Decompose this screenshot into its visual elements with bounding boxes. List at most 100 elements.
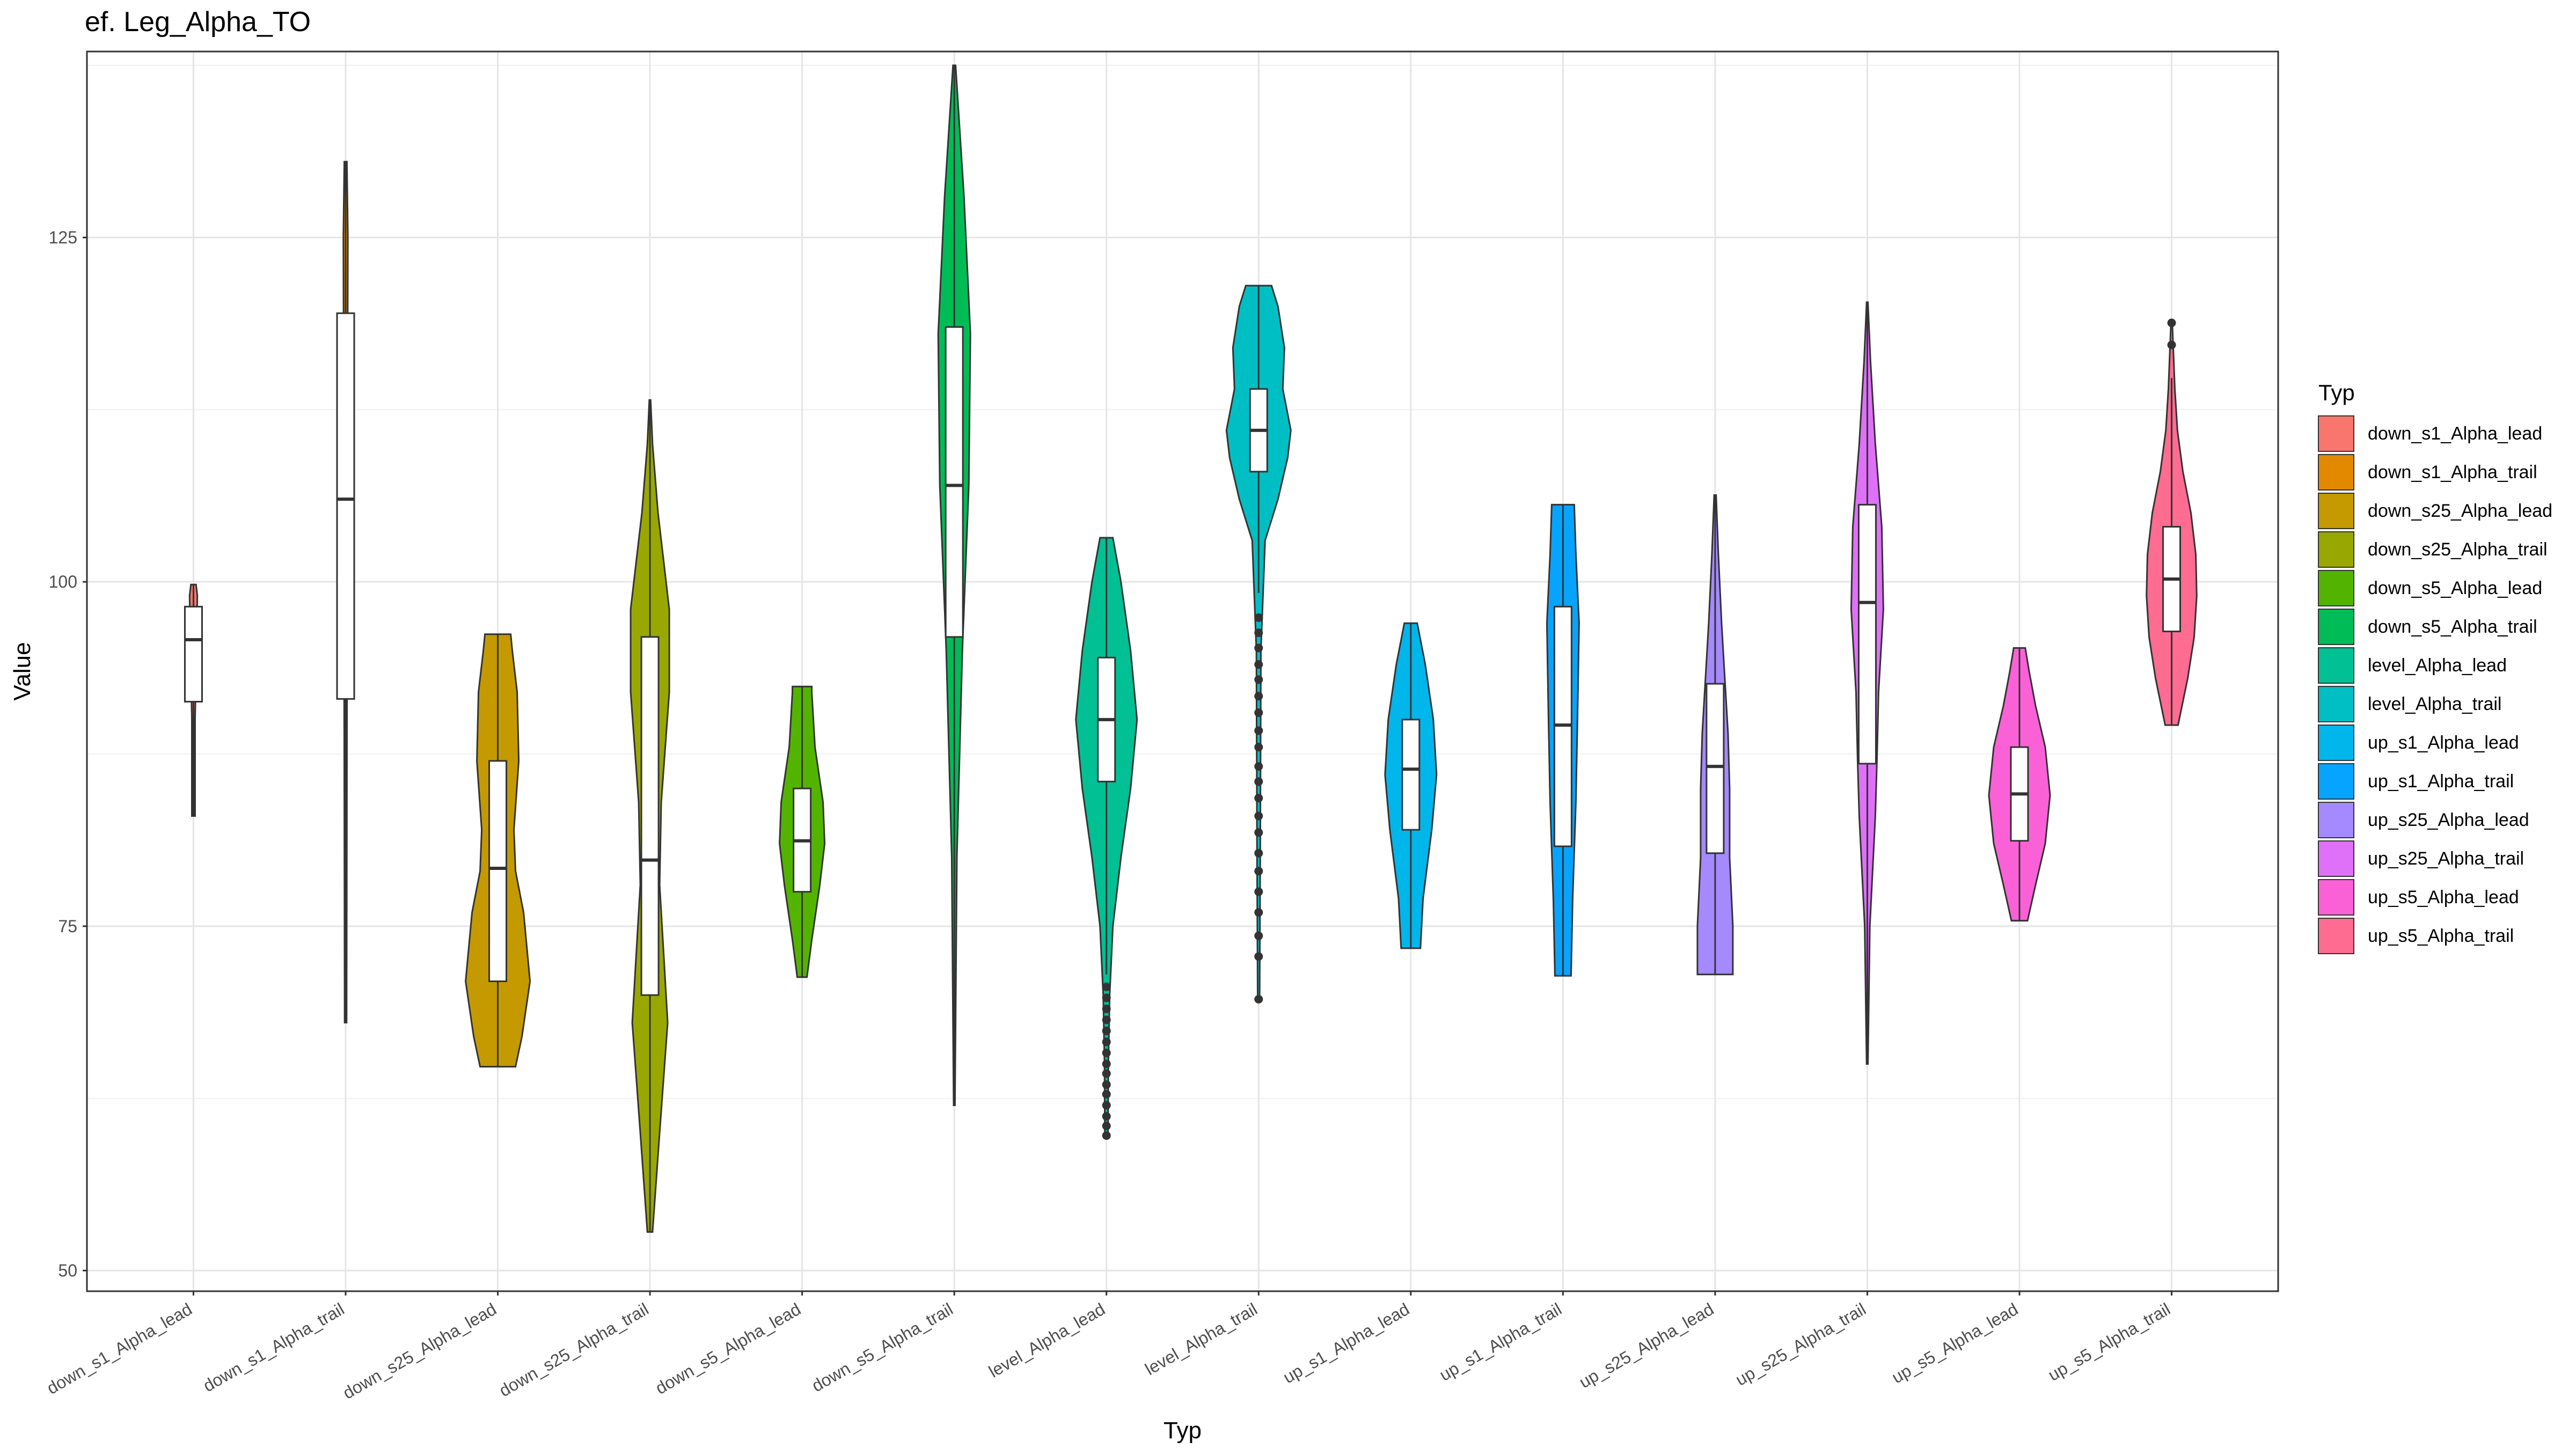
outlier-point: [1102, 1004, 1111, 1013]
legend-key-level_Alpha_trail: [2318, 686, 2354, 722]
legend-title: Typ: [2318, 380, 2355, 405]
outlier-point: [1254, 994, 1263, 1004]
outlier-point: [1102, 1112, 1111, 1121]
outlier-point: [1102, 1059, 1111, 1069]
box-up_s1_Alpha_lead: [1401, 719, 1421, 831]
legend-key-down_s1_Alpha_trail: [2318, 454, 2354, 491]
outlier-point: [1254, 811, 1263, 821]
outlier-point: [1102, 1089, 1111, 1099]
y-tick-label: 50: [58, 1261, 77, 1280]
chart-title: ef. Leg_Alpha_TO: [85, 6, 311, 38]
outlier-point: [1102, 1122, 1111, 1130]
legend-label: up_s25_Alpha_lead: [2368, 810, 2529, 830]
x-tick-label: down_s5_Alpha_trail: [808, 1299, 956, 1396]
legend-label: down_s1_Alpha_trail: [2368, 462, 2537, 482]
outlier-point: [1102, 1080, 1111, 1089]
outlier-point: [1254, 743, 1263, 752]
legend-key-level_Alpha_lead: [2318, 647, 2354, 684]
legend-key-up_s1_Alpha_trail: [2318, 763, 2354, 800]
outlier-point: [1254, 848, 1263, 858]
legend-label: down_s25_Alpha_lead: [2368, 501, 2552, 521]
legend-key-up_s5_Alpha_trail: [2318, 918, 2354, 954]
box-down_s5_Alpha_trail: [945, 326, 964, 638]
x-tick-label: level_Alpha_lead: [985, 1299, 1108, 1381]
plot-panel-background: [87, 52, 2278, 1291]
box-up_s25_Alpha_trail: [1857, 503, 1877, 765]
x-tick-label: up_s25_Alpha_trail: [1732, 1299, 1869, 1389]
outlier-point: [1102, 1069, 1111, 1078]
legend-label: up_s25_Alpha_trail: [2368, 848, 2524, 869]
violin-level_Alpha_trail: [1225, 284, 1292, 1000]
box-down_s1_Alpha_lead: [184, 605, 203, 702]
box-up_s25_Alpha_lead: [1706, 683, 1725, 854]
box-down_s25_Alpha_trail: [640, 636, 660, 996]
legend-label: down_s5_Alpha_lead: [2368, 578, 2542, 598]
legend-label: level_Alpha_lead: [2368, 655, 2507, 676]
outlier-point: [1102, 1131, 1111, 1140]
outlier-point: [1254, 887, 1263, 896]
legend-key-down_s25_Alpha_trail: [2318, 531, 2354, 568]
x-tick-label: level_Alpha_trail: [1141, 1299, 1260, 1379]
outlier-point: [1102, 1026, 1111, 1035]
x-tick-label: up_s1_Alpha_trail: [1436, 1299, 1565, 1385]
outlier-point: [1254, 643, 1263, 653]
legend-label: up_s1_Alpha_trail: [2368, 771, 2514, 792]
x-tick-label: down_s25_Alpha_trail: [496, 1299, 652, 1401]
legend-key-up_s25_Alpha_lead: [2318, 802, 2354, 838]
plot-panel-border: [86, 50, 2279, 1292]
outlier-point: [2167, 318, 2176, 327]
outlier-point: [1102, 1101, 1111, 1110]
legend-label: down_s25_Alpha_trail: [2368, 539, 2548, 560]
legend-key-down_s5_Alpha_trail: [2318, 609, 2354, 645]
outlier-point: [1102, 982, 1111, 991]
x-tick-label: down_s25_Alpha_lead: [340, 1299, 500, 1403]
outlier-point: [1102, 1015, 1111, 1024]
legend-label: up_s1_Alpha_lead: [2368, 733, 2519, 753]
x-tick-label: up_s1_Alpha_lead: [1280, 1299, 1413, 1387]
box-down_s25_Alpha_lead: [488, 760, 508, 983]
legend-key-up_s5_Alpha_lead: [2318, 879, 2354, 916]
x-tick-label: up_s25_Alpha_lead: [1576, 1299, 1717, 1392]
outlier-point: [1254, 613, 1263, 622]
outlier-point: [1254, 692, 1263, 701]
legend-key-down_s5_Alpha_lead: [2318, 570, 2354, 606]
legend-label: up_s5_Alpha_trail: [2368, 926, 2514, 946]
outlier-point: [1254, 794, 1263, 803]
outlier-point: [1254, 708, 1263, 717]
legend-key-down_s1_Alpha_lead: [2318, 415, 2354, 452]
y-tick-label: 100: [49, 572, 77, 591]
box-down_s1_Alpha_trail: [336, 312, 355, 700]
outlier-point: [1254, 931, 1263, 940]
legend-label: down_s1_Alpha_lead: [2368, 423, 2542, 444]
outlier-point: [1254, 908, 1263, 917]
outlier-point: [2167, 340, 2176, 349]
outlier-point: [1254, 828, 1263, 837]
outlier-point: [1254, 660, 1263, 669]
y-axis-title: Value: [9, 642, 35, 700]
outlier-point: [1254, 726, 1263, 735]
x-tick-label: down_s1_Alpha_lead: [43, 1299, 195, 1398]
outlier-point: [1102, 993, 1111, 1002]
y-tick-label: 75: [58, 917, 77, 936]
x-tick-label: down_s5_Alpha_lead: [652, 1299, 804, 1398]
outlier-point: [1102, 1048, 1111, 1057]
legend-label: down_s5_Alpha_trail: [2368, 617, 2537, 637]
outlier-point: [1254, 628, 1263, 638]
outlier-point: [1254, 762, 1263, 771]
legend-key-down_s25_Alpha_lead: [2318, 493, 2354, 529]
outlier-point: [1254, 777, 1263, 786]
legend-key-up_s25_Alpha_trail: [2318, 840, 2354, 877]
legend-key-up_s1_Alpha_lead: [2318, 724, 2354, 761]
x-axis-title: Typ: [1163, 1417, 1202, 1444]
x-tick-label: down_s1_Alpha_trail: [200, 1299, 347, 1396]
outlier-point: [1254, 867, 1263, 876]
legend-label: up_s5_Alpha_lead: [2368, 887, 2519, 908]
x-tick-label: up_s5_Alpha_lead: [1889, 1299, 2022, 1387]
x-tick-label: up_s5_Alpha_trail: [2045, 1299, 2174, 1385]
y-tick-label: 125: [49, 228, 77, 247]
legend-label: level_Alpha_trail: [2368, 694, 2502, 714]
outlier-point: [1254, 675, 1263, 684]
outlier-point: [1102, 1037, 1111, 1046]
